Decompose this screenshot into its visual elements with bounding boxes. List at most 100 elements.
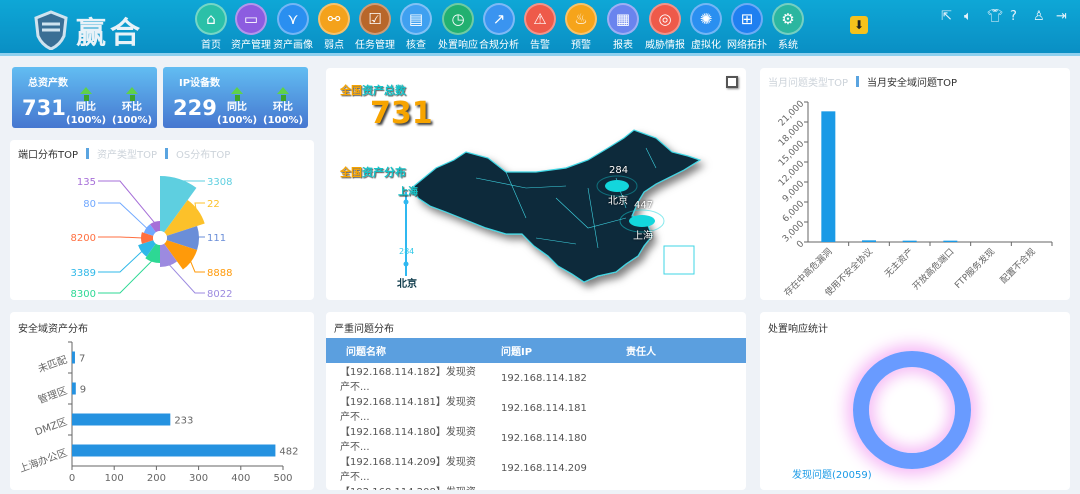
table-row[interactable]: 【192.168.114.209】发现资产不... 192.168.114.209 <box>326 453 746 483</box>
nav-item[interactable]: ◎ 威胁情报 <box>644 3 686 51</box>
nav-item[interactable]: ◷ 处置响应 <box>437 3 479 51</box>
mom-value: (100%) <box>112 115 153 126</box>
donut-ring <box>853 351 971 469</box>
nav-label: 核查 <box>406 40 426 51</box>
graph-icon: ⋎ <box>277 3 309 35</box>
rose-slice <box>164 240 198 270</box>
y-tick-label: 管理区 <box>36 384 69 406</box>
table-cell: 192.168.114.209 <box>501 462 587 474</box>
rose-slice <box>138 240 156 257</box>
nav-item[interactable]: ⊞ 网络拓扑 <box>726 3 768 51</box>
download-button[interactable]: ⬇ <box>850 16 868 34</box>
bar <box>72 444 276 457</box>
tab-asset-type-top[interactable]: 资产类型TOP <box>97 150 158 161</box>
total-assets-value: 731 <box>370 96 433 131</box>
china-map <box>403 129 702 283</box>
shield-icon <box>34 10 68 50</box>
nav-item[interactable]: ⚠ 告警 <box>519 3 561 51</box>
x-tick-label: 500 <box>273 473 292 484</box>
logout-icon[interactable]: ⇥ <box>1056 9 1067 24</box>
mom-metric: 环比 (100%) <box>112 87 152 127</box>
tab-os-top[interactable]: OS分布TOP <box>176 150 231 161</box>
card-title: IP设备数 <box>179 78 221 89</box>
y-tick-label: 上海办公区 <box>17 446 68 475</box>
table-cell: 【192.168.114.208】发现资产不... <box>326 483 481 490</box>
x-tick-label: 200 <box>147 473 166 484</box>
trend-icon: ↗ <box>483 3 515 35</box>
yoy-label: 同比 <box>76 102 96 113</box>
panel-title: 安全域资产分布 <box>18 324 88 335</box>
nav-item[interactable]: ☑ 任务管理 <box>354 3 396 51</box>
up-arrow-icon <box>277 87 289 94</box>
nav-item[interactable]: ⌂ 首页 <box>190 3 232 51</box>
x-tick-label: FTP服务发现 <box>952 246 997 291</box>
fullscreen-button[interactable] <box>726 76 738 88</box>
total-title-b: 资产总数 <box>362 84 406 97</box>
table-row[interactable]: 【192.168.114.208】发现资产不...192.168.114.208 <box>326 483 746 490</box>
legend-bottom-city: 北京 <box>397 279 417 290</box>
nav-label: 系统 <box>778 40 798 51</box>
label-line <box>194 236 205 239</box>
user-icon[interactable]: ♙ <box>1033 9 1045 24</box>
broken-link-icon: ⚯ <box>318 3 350 35</box>
table-row[interactable]: 【192.168.114.180】发现资产不... 192.168.114.180 <box>326 423 746 453</box>
y-tick-label: 3,000 <box>781 219 806 244</box>
nav-item[interactable]: ▦ 报表 <box>602 3 644 51</box>
table-row[interactable]: 【192.168.114.181】发现资产不... 192.168.114.181 <box>326 393 746 423</box>
tab-port-top[interactable]: 端口分布TOP <box>18 150 79 161</box>
rose-slice <box>141 232 154 244</box>
label-line <box>167 263 205 294</box>
shirt-icon[interactable]: 👕︎ <box>987 9 1004 24</box>
nav-item[interactable]: ⚙ 系统 <box>767 3 809 51</box>
domain-asset-panel: 安全域资产分布 0 100 200 300 400 500 7 未匹配 9 管理区 233 DMZ区 4… <box>10 312 314 490</box>
clipboard-icon: ☑ <box>359 3 391 35</box>
map-point-city: 上海 <box>633 231 653 242</box>
yoy-metric: 同比 (100%) <box>217 87 257 127</box>
rose-slice <box>150 221 160 233</box>
topology-icon: ⊞ <box>731 3 763 35</box>
total-title-a: 全国 <box>340 84 362 97</box>
nav-item[interactable]: ♨ 预警 <box>560 3 602 51</box>
donut-legend[interactable]: 发现问题(20059) <box>792 470 872 481</box>
map-panel: 全国资产总数 731 全国资产分布 上海 284 北京 284 北京 447 上… <box>326 68 746 300</box>
nav-label: 弱点 <box>324 40 344 51</box>
label-line <box>98 202 149 230</box>
slice-label: 8300 <box>71 289 96 300</box>
slice-label: 8888 <box>207 268 232 279</box>
external-link-icon[interactable]: ⇱ <box>941 9 952 24</box>
up-arrow-icon <box>126 87 138 94</box>
nav-item[interactable]: ⚯ 弱点 <box>313 3 355 51</box>
table-row[interactable]: 【192.168.114.182】发现资产不... 192.168.114.182 <box>326 363 746 393</box>
nav-item[interactable]: ⋎ 资产画像 <box>272 3 314 51</box>
help-icon[interactable]: ? <box>1010 9 1017 24</box>
tab-domain-issue-top[interactable]: 当月安全域问题TOP <box>867 78 958 89</box>
bar-value: 233 <box>174 416 193 427</box>
table-cell: 192.168.114.182 <box>501 372 587 384</box>
nav-item[interactable]: ✺ 虚拟化 <box>685 3 727 51</box>
bar-value: 7 <box>79 354 85 365</box>
column-header: 问题名称 <box>326 338 481 363</box>
table-cell: 192.168.114.180 <box>501 432 587 444</box>
rose-slice <box>143 224 156 236</box>
nav-label: 处置响应 <box>438 40 478 51</box>
nav-item[interactable]: ▭ 资产管理 <box>230 3 272 51</box>
nav-label: 资产画像 <box>273 40 313 51</box>
tab-issue-type-top[interactable]: 当月问题类型TOP <box>768 78 849 89</box>
logo-text: 赢合 <box>76 16 144 51</box>
yoy-value: (100%) <box>217 115 258 126</box>
logo: 赢合 <box>34 8 144 52</box>
nav-item[interactable]: ▤ 核查 <box>395 3 437 51</box>
mom-label: 环比 <box>273 102 293 113</box>
volume-icon[interactable]: 🔈︎ <box>964 9 972 24</box>
monitor-icon: ▭ <box>235 3 267 35</box>
label-line <box>194 202 205 212</box>
checklist-icon: ▤ <box>400 3 432 35</box>
port-distribution-panel: 端口分布TOP 资产类型TOP OS分布TOP 3308 22 111 8888 802… <box>10 140 314 300</box>
map-point-value: 284 <box>609 165 629 176</box>
table-cell <box>606 453 746 483</box>
nav-item[interactable]: ↗ 合规分析 <box>478 3 520 51</box>
bar <box>72 413 171 426</box>
up-arrow-icon <box>231 87 243 94</box>
nav-label: 预警 <box>571 40 591 51</box>
domain-bar-chart: 0 100 200 300 400 500 7 未匹配 9 管理区 233 DMZ区 482 上海办公区 <box>17 341 298 484</box>
